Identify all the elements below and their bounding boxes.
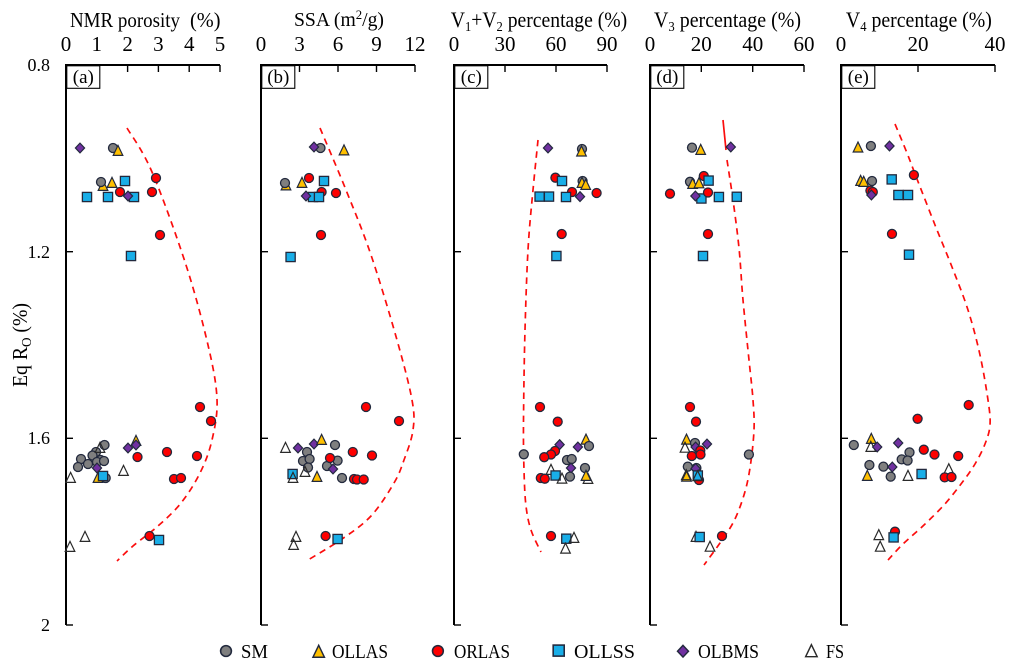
svg-text:ORLAS: ORLAS	[454, 641, 510, 663]
svg-text:V3 percentage (%): V3 percentage (%)	[654, 7, 801, 35]
svg-text:FS: FS	[826, 641, 844, 663]
svg-text:3: 3	[294, 32, 305, 56]
svg-text:OLLAS: OLLAS	[332, 641, 388, 663]
svg-text:0: 0	[836, 32, 847, 56]
svg-text:3: 3	[153, 32, 164, 56]
svg-text:40: 40	[985, 32, 1006, 56]
svg-text:9: 9	[371, 32, 382, 56]
svg-text:SSA (m2/g): SSA (m2/g)	[294, 7, 384, 31]
svg-text:20: 20	[908, 32, 929, 56]
svg-text:60: 60	[546, 32, 567, 56]
svg-text:30: 30	[495, 32, 516, 56]
svg-text:(a): (a)	[73, 67, 94, 88]
svg-text:5: 5	[215, 32, 226, 56]
svg-text:V1+V2 percentage (%): V1+V2 percentage (%)	[451, 7, 627, 35]
svg-text:(b): (b)	[267, 67, 289, 88]
svg-text:OLBMS: OLBMS	[698, 641, 759, 663]
svg-text:(e): (e)	[848, 67, 869, 88]
svg-text:0: 0	[61, 32, 72, 56]
svg-text:(d): (d)	[656, 67, 678, 88]
svg-text:(c): (c)	[461, 67, 482, 88]
svg-text:OLLSS: OLLSS	[574, 641, 635, 663]
svg-text:0: 0	[645, 32, 656, 56]
svg-text:0.8: 0.8	[28, 55, 51, 75]
svg-text:60: 60	[794, 32, 815, 56]
svg-text:40: 40	[742, 32, 763, 56]
svg-text:1.2: 1.2	[28, 242, 51, 262]
svg-text:0: 0	[449, 32, 460, 56]
svg-text:6: 6	[333, 32, 344, 56]
svg-text:90: 90	[597, 32, 618, 56]
svg-text:2: 2	[41, 615, 50, 635]
svg-text:1.6: 1.6	[28, 428, 51, 448]
svg-text:SM: SM	[241, 641, 268, 663]
svg-text:(%): (%)	[190, 8, 221, 32]
svg-text:4: 4	[184, 32, 195, 56]
svg-text:20: 20	[691, 32, 712, 56]
svg-text:2: 2	[122, 32, 133, 56]
svg-text:1: 1	[92, 32, 103, 56]
svg-text:12: 12	[405, 32, 426, 56]
svg-text:0: 0	[256, 32, 267, 56]
svg-text:V4 percentage (%): V4 percentage (%)	[846, 7, 992, 35]
svg-text:NMR porosity: NMR porosity	[70, 8, 180, 32]
